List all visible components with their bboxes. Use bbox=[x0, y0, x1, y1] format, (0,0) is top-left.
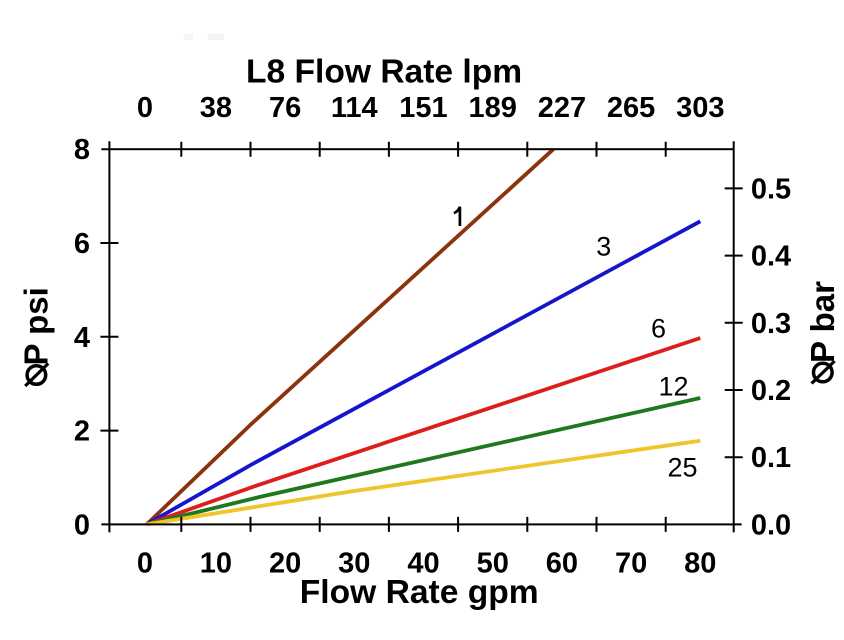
svg-text:60: 60 bbox=[546, 547, 578, 579]
svg-text:0.2: 0.2 bbox=[751, 375, 791, 407]
svg-text:189: 189 bbox=[469, 92, 517, 124]
svg-text:227: 227 bbox=[538, 92, 586, 124]
svg-text:70: 70 bbox=[615, 547, 647, 579]
svg-text:80: 80 bbox=[684, 547, 716, 579]
svg-text:50: 50 bbox=[477, 547, 509, 579]
svg-text:8: 8 bbox=[74, 134, 90, 166]
svg-text:6: 6 bbox=[651, 314, 666, 344]
svg-text:76: 76 bbox=[269, 92, 301, 124]
svg-text:P psi: P psi bbox=[18, 287, 55, 365]
svg-text:0: 0 bbox=[137, 547, 153, 579]
svg-text:Flow Rate gpm: Flow Rate gpm bbox=[300, 574, 539, 611]
svg-text:0.3: 0.3 bbox=[751, 308, 791, 340]
svg-text:30: 30 bbox=[338, 547, 370, 579]
svg-text:0.0: 0.0 bbox=[751, 509, 791, 541]
svg-text:4: 4 bbox=[74, 322, 90, 354]
svg-text:38: 38 bbox=[200, 92, 232, 124]
svg-text:6: 6 bbox=[74, 228, 90, 260]
svg-text:2: 2 bbox=[74, 416, 90, 448]
svg-text:114: 114 bbox=[331, 92, 378, 124]
svg-text:0.4: 0.4 bbox=[751, 241, 791, 273]
svg-text:L8 Flow Rate lpm: L8 Flow Rate lpm bbox=[246, 53, 522, 90]
svg-text:25: 25 bbox=[667, 452, 697, 482]
svg-text:10: 10 bbox=[200, 547, 232, 579]
svg-text:40: 40 bbox=[407, 547, 439, 579]
svg-text:20: 20 bbox=[269, 547, 301, 579]
svg-text:0.1: 0.1 bbox=[751, 442, 791, 474]
svg-text:3: 3 bbox=[596, 232, 611, 262]
svg-text:265: 265 bbox=[607, 92, 655, 124]
svg-text:0.5: 0.5 bbox=[751, 173, 791, 205]
svg-text:0: 0 bbox=[74, 509, 90, 541]
svg-text:12: 12 bbox=[658, 372, 688, 402]
svg-text:303: 303 bbox=[676, 92, 724, 124]
svg-text:0: 0 bbox=[137, 92, 153, 124]
svg-text:151: 151 bbox=[399, 92, 447, 124]
svg-text:P bar: P bar bbox=[804, 281, 841, 363]
